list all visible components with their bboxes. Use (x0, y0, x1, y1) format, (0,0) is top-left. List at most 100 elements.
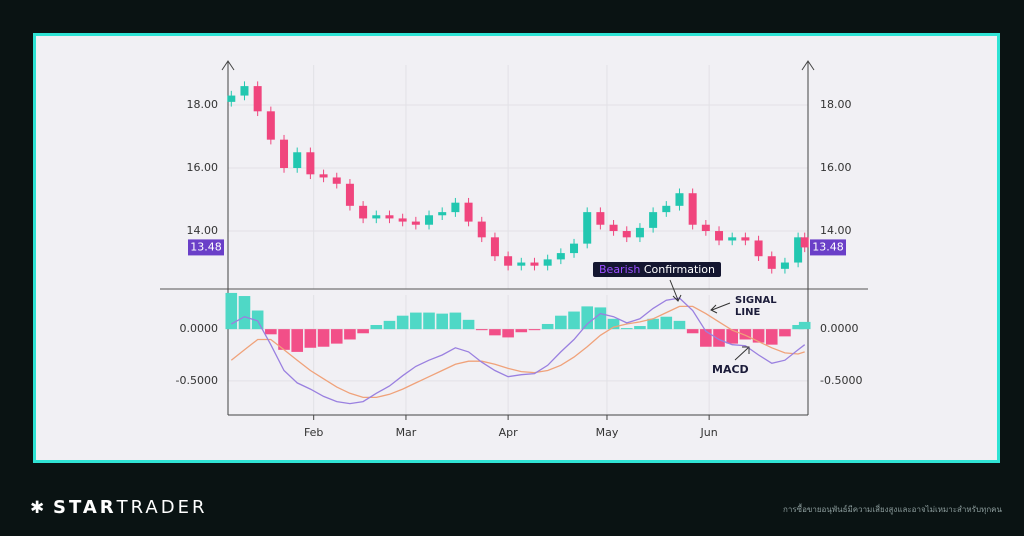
y-tick-label: 14.00 (187, 224, 219, 237)
candle-body (227, 95, 236, 102)
annotation-arrow (710, 302, 731, 314)
histogram-bar (686, 329, 699, 334)
candle-body (345, 183, 354, 206)
histogram-bar (436, 313, 449, 330)
line-series (230, 297, 806, 405)
histogram-bar (238, 296, 251, 330)
disclaimer: การซื้อขายอนุพันธ์มีความเสี่ยงสูงและอาจไ… (783, 505, 1002, 514)
x-tick-label: Feb (304, 426, 323, 439)
histogram-bar (607, 318, 620, 330)
line-series (230, 305, 805, 399)
candle-body (517, 262, 526, 266)
candle-body (596, 212, 605, 225)
candle-body (622, 231, 631, 238)
axis-arrow (801, 60, 815, 71)
brand-logo: ✱ STARTRADER (30, 497, 207, 518)
annotation-box: Bearish Confirmation (593, 262, 722, 277)
histogram-bar (357, 329, 369, 334)
candle-body (754, 240, 763, 257)
histogram-bar (765, 329, 778, 345)
candle-body (701, 224, 710, 232)
candle-body (688, 193, 697, 225)
annotation-arrow (734, 346, 750, 361)
histogram-bar (700, 329, 712, 347)
histogram-bar (726, 329, 739, 344)
histogram-bar (673, 320, 686, 330)
histogram-bar (660, 316, 673, 330)
candle-body (570, 243, 579, 254)
candle-body (490, 237, 499, 257)
histogram-bar (317, 329, 330, 347)
histogram-bar (798, 321, 811, 330)
candle-body (728, 237, 737, 241)
histogram-bar (449, 312, 462, 330)
candle-body (741, 237, 750, 241)
histogram-bar (251, 310, 264, 330)
candle-body (425, 215, 434, 225)
histogram-bar (462, 319, 475, 330)
price-label-box (188, 239, 224, 256)
candle-body (649, 212, 658, 228)
series-label: SIGNAL LINE (735, 295, 777, 318)
logo-icon: ✱ (30, 498, 45, 518)
candle-body (715, 231, 724, 241)
candle-body (662, 205, 671, 213)
histogram-bar (330, 329, 343, 344)
histogram-bar (291, 329, 304, 352)
histogram-bar (792, 325, 804, 330)
y-tick-label: 16.00 (820, 161, 852, 174)
candle-body (411, 221, 420, 225)
candle-body (293, 152, 302, 169)
candle-body (794, 237, 803, 263)
candle-body (583, 212, 592, 244)
histogram-bar (225, 292, 238, 330)
candle-body (477, 221, 486, 238)
histogram-bar (383, 320, 396, 330)
histogram-bar (489, 329, 501, 336)
histogram-bar (568, 311, 580, 330)
y-tick-label: -0.5000 (820, 374, 862, 387)
y-tick-label: -0.5000 (176, 374, 218, 387)
histogram-bar (713, 329, 725, 347)
histogram-bar (528, 329, 541, 331)
candle-body (266, 111, 275, 140)
price-label: 13.48 (812, 240, 844, 253)
y-tick-label: 0.0000 (820, 322, 859, 335)
histogram-bar (634, 326, 646, 330)
x-tick-label: Apr (499, 426, 519, 439)
y-tick-label: 14.00 (820, 224, 852, 237)
histogram-bar (620, 328, 633, 330)
histogram-bar (739, 329, 752, 340)
candle-body (398, 218, 407, 222)
candle-body (451, 202, 460, 213)
candle-body (438, 212, 447, 216)
histogram-bar (344, 329, 356, 340)
histogram-bar (555, 315, 567, 330)
series-label: MACD (712, 363, 749, 376)
candle-body (543, 259, 552, 266)
axis-arrow (221, 60, 235, 71)
x-tick-label: Mar (396, 426, 417, 439)
histogram-bar (278, 329, 290, 350)
brand-text: TRADER (116, 497, 208, 518)
candle-body (306, 152, 315, 175)
candle-body (464, 202, 473, 222)
histogram-bar (594, 307, 607, 330)
histogram-bar (423, 312, 435, 330)
price-label: 13.48 (190, 240, 222, 253)
histogram-bar (304, 329, 317, 348)
annotation-arrow (669, 279, 682, 302)
histogram-bar (410, 312, 422, 330)
histogram-bar (370, 325, 383, 330)
candle-body (253, 86, 262, 112)
y-tick-label: 16.00 (187, 161, 219, 174)
candle-body (359, 205, 368, 219)
candle-body (372, 215, 381, 219)
candle-body (240, 86, 249, 96)
annotation-text: Bearish (599, 263, 641, 276)
annotation-text: Confirmation (643, 263, 716, 276)
x-tick-label: May (596, 426, 619, 439)
candle-body (556, 253, 565, 260)
candle-body (280, 139, 289, 169)
